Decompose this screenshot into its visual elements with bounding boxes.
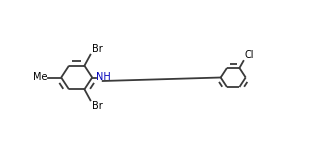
Text: Cl: Cl	[244, 50, 254, 60]
Text: NH: NH	[96, 73, 111, 82]
Text: Br: Br	[92, 44, 103, 54]
Text: Me: Me	[33, 73, 47, 82]
Text: Br: Br	[92, 101, 103, 111]
